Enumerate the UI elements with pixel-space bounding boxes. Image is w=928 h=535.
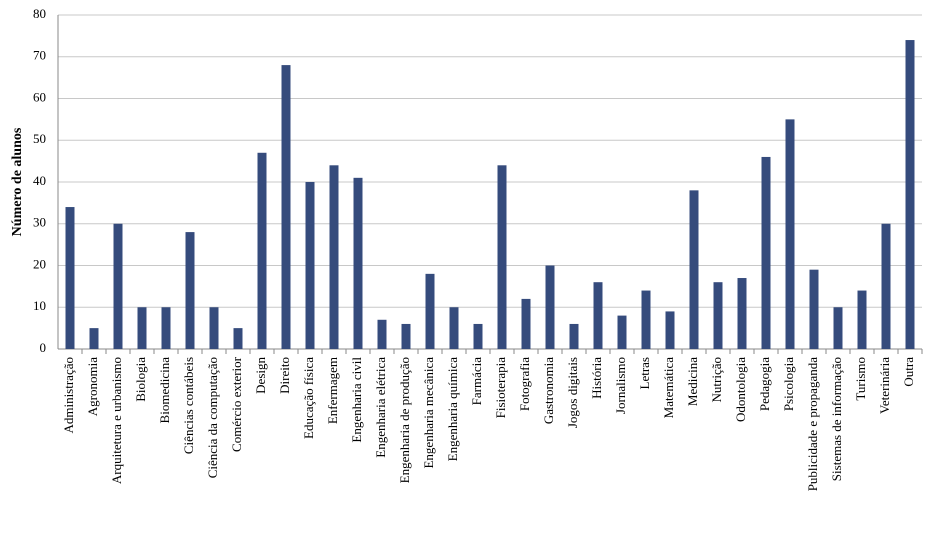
bar [809, 269, 819, 349]
bar [857, 290, 867, 349]
x-tick-label: Matemática [661, 357, 676, 419]
x-tick-label: Psicologia [781, 357, 796, 411]
bar [233, 328, 243, 349]
x-tick-label: Sistemas de informação [829, 357, 844, 481]
x-tick-label: Gastronomia [541, 357, 556, 424]
x-tick-label: Jogos digitais [565, 357, 580, 428]
bar [665, 311, 675, 349]
x-tick-label: Engenharia mecânica [421, 357, 436, 469]
x-tick-label: Veterinária [877, 357, 892, 414]
x-tick-label: Biologia [133, 357, 148, 402]
bar [449, 307, 459, 349]
bar [641, 290, 651, 349]
bar [785, 119, 795, 349]
bar [185, 232, 195, 349]
bar [521, 298, 531, 349]
bar [353, 177, 363, 349]
x-tick-label: Arquitetura e urbanismo [109, 357, 124, 484]
bar [905, 40, 915, 350]
y-tick-label: 50 [33, 131, 46, 146]
x-tick-label: Jornalismo [613, 357, 628, 414]
bar [617, 315, 627, 349]
x-tick-label: Enfermagem [325, 357, 340, 424]
x-tick-label: Agronomia [85, 357, 100, 416]
bar [89, 328, 99, 349]
bar [497, 165, 507, 349]
bar [545, 265, 555, 349]
bar [881, 223, 891, 349]
bar [305, 182, 315, 349]
x-tick-label: Publicidade e propaganda [805, 357, 820, 492]
x-tick-label: Turismo [853, 357, 868, 401]
x-tick-label: Engenharia civil [349, 357, 364, 443]
bar [761, 156, 771, 349]
y-tick-label: 30 [33, 215, 46, 230]
bar [161, 307, 171, 349]
bar [737, 278, 747, 349]
x-tick-label: Educação física [301, 357, 316, 439]
bar [689, 190, 699, 349]
y-tick-label: 60 [33, 89, 46, 104]
x-tick-label: Nutrição [709, 357, 724, 402]
x-tick-label: História [589, 357, 604, 399]
bar [329, 165, 339, 349]
x-tick-label: Fisioterapia [493, 357, 508, 419]
bar [833, 307, 843, 349]
x-tick-label: Design [253, 357, 268, 394]
x-tick-label: Comércio exterior [229, 356, 244, 452]
x-tick-label: Ciência da computação [205, 357, 220, 478]
y-tick-label: 0 [40, 340, 47, 355]
bar [281, 65, 291, 349]
x-tick-label: Letras [637, 357, 652, 389]
x-tick-label: Ciências contábeis [181, 357, 196, 454]
bar [377, 319, 387, 349]
x-tick-label: Farmácia [469, 357, 484, 406]
y-tick-label: 80 [33, 6, 46, 21]
x-tick-label: Pedagogia [757, 357, 772, 411]
bar [65, 207, 75, 349]
y-tick-label: 10 [33, 298, 46, 313]
bar [593, 282, 603, 349]
x-tick-label: Medicina [685, 357, 700, 406]
x-tick-label: Engenharia elétrica [373, 357, 388, 458]
bar [257, 152, 267, 349]
bar [209, 307, 219, 349]
y-axis-label: Número de alunos [10, 127, 25, 236]
x-tick-label: Direito [277, 357, 292, 394]
x-tick-label: Fotografia [517, 357, 532, 411]
bar [473, 323, 483, 349]
y-tick-label: 70 [33, 48, 46, 63]
x-tick-label: Administração [61, 357, 76, 434]
x-tick-label: Odontologia [733, 357, 748, 422]
x-tick-label: Biomedicina [157, 357, 172, 424]
x-tick-label: Engenharia química [445, 357, 460, 462]
bar [137, 307, 147, 349]
y-tick-label: 40 [33, 173, 46, 188]
bar [425, 273, 435, 349]
y-tick-label: 20 [33, 256, 46, 271]
bar [401, 323, 411, 349]
bar [713, 282, 723, 349]
x-tick-label: Engenharia de produção [397, 357, 412, 483]
bar [113, 223, 123, 349]
x-tick-label: Outra [901, 357, 916, 387]
bar [569, 323, 579, 349]
